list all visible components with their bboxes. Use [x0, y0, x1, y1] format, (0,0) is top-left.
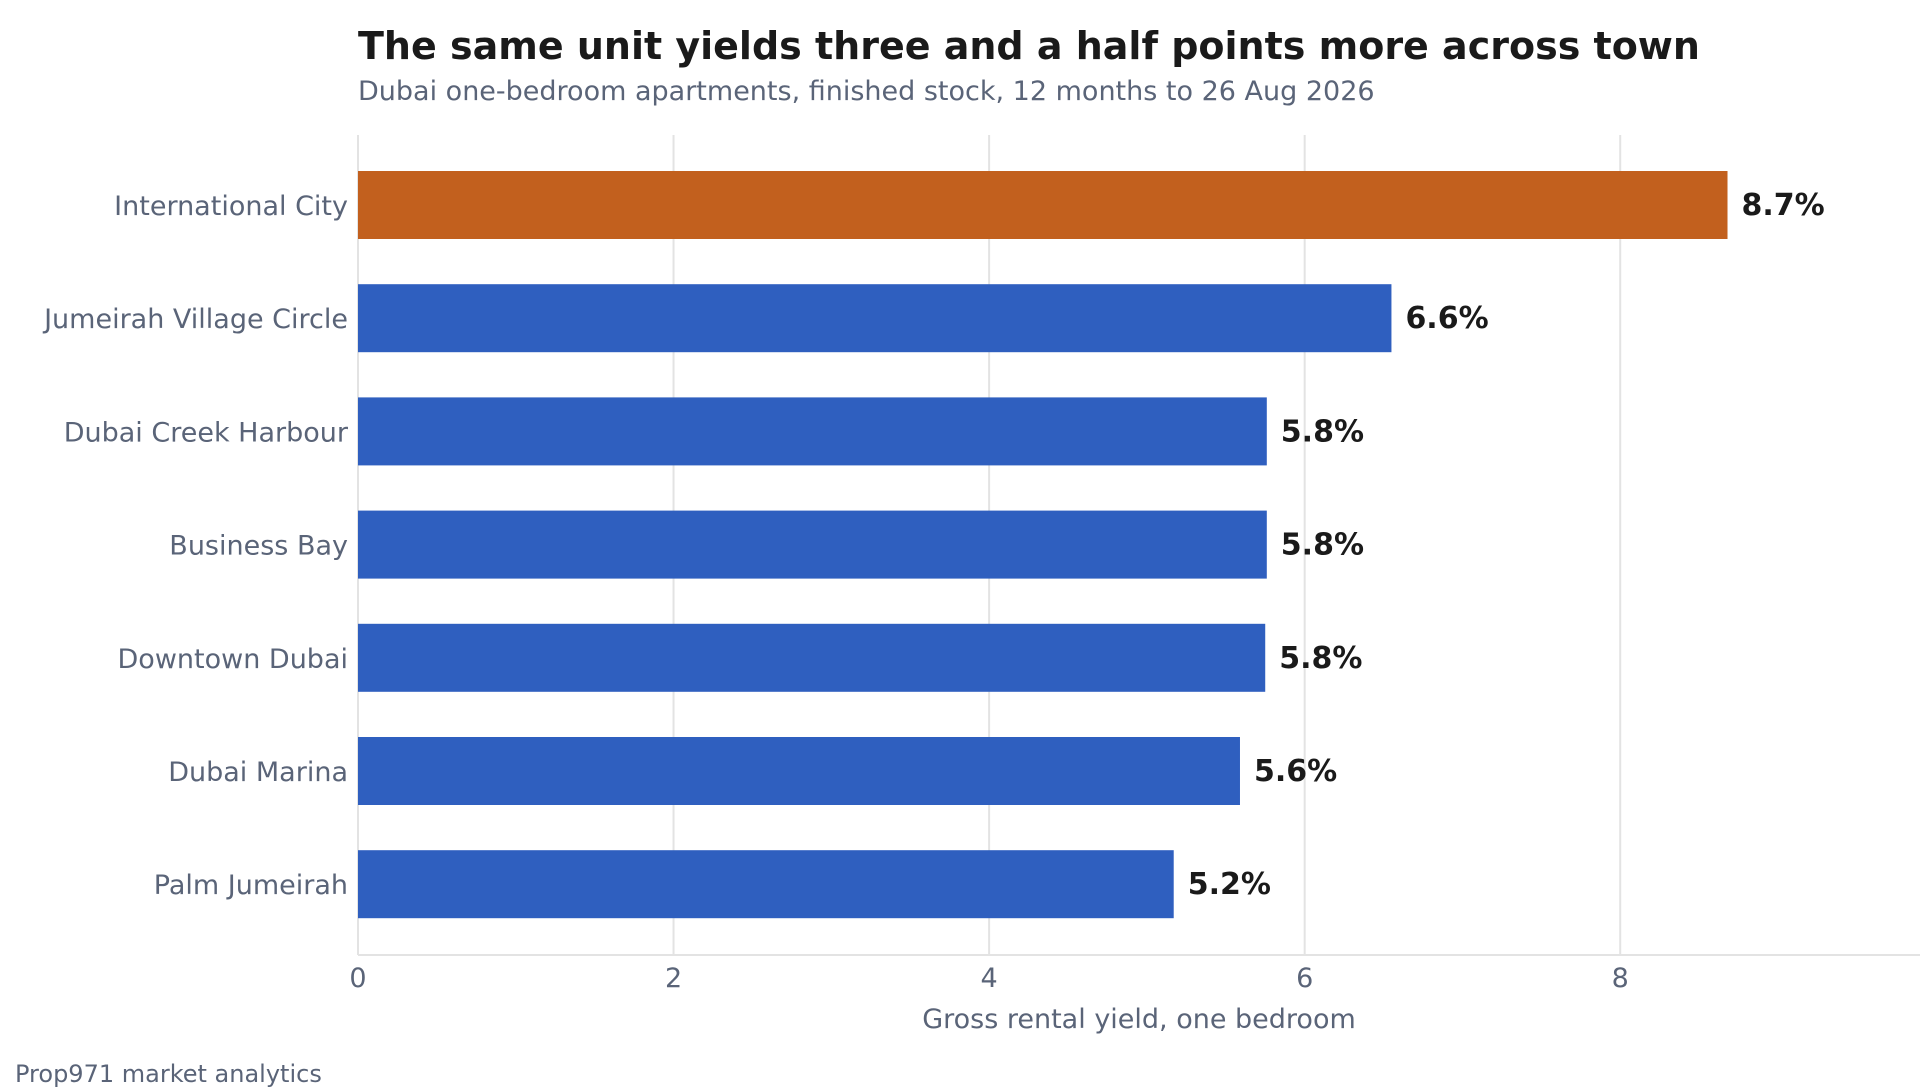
bar: [358, 284, 1392, 353]
data-label: 5.6%: [1254, 754, 1337, 789]
x-tick-label: 0: [349, 963, 366, 994]
category-label: Palm Jumeirah: [154, 870, 348, 901]
data-label: 8.7%: [1742, 188, 1825, 223]
chart-title: The same unit yields three and a half po…: [358, 24, 1700, 68]
bar: [358, 510, 1267, 579]
bar: [358, 850, 1174, 919]
bar: [358, 397, 1267, 466]
category-label: Dubai Creek Harbour: [64, 417, 349, 448]
category-label: Dubai Marina: [168, 757, 348, 788]
data-label: 5.8%: [1281, 414, 1364, 449]
data-label: 5.8%: [1279, 641, 1362, 676]
data-label: 5.8%: [1281, 528, 1364, 563]
data-label: 5.2%: [1188, 867, 1271, 902]
x-tick-label: 2: [665, 963, 682, 994]
bar: [358, 171, 1728, 239]
source-note: Prop971 market analytics: [15, 1060, 322, 1088]
category-label: International City: [114, 191, 348, 222]
category-label: Business Bay: [169, 531, 348, 562]
chart-subtitle: Dubai one-bedroom apartments, finished s…: [358, 76, 1375, 107]
x-axis-title: Gross rental yield, one bedroom: [922, 1004, 1356, 1035]
category-label: Jumeirah Village Circle: [42, 304, 348, 335]
x-tick-label: 6: [1296, 963, 1313, 994]
bar: [358, 737, 1240, 805]
x-tick-label: 4: [981, 963, 998, 994]
category-label: Downtown Dubai: [118, 644, 348, 675]
data-label: 6.6%: [1405, 301, 1488, 336]
x-tick-label: 8: [1612, 963, 1629, 994]
bar: [358, 623, 1266, 692]
